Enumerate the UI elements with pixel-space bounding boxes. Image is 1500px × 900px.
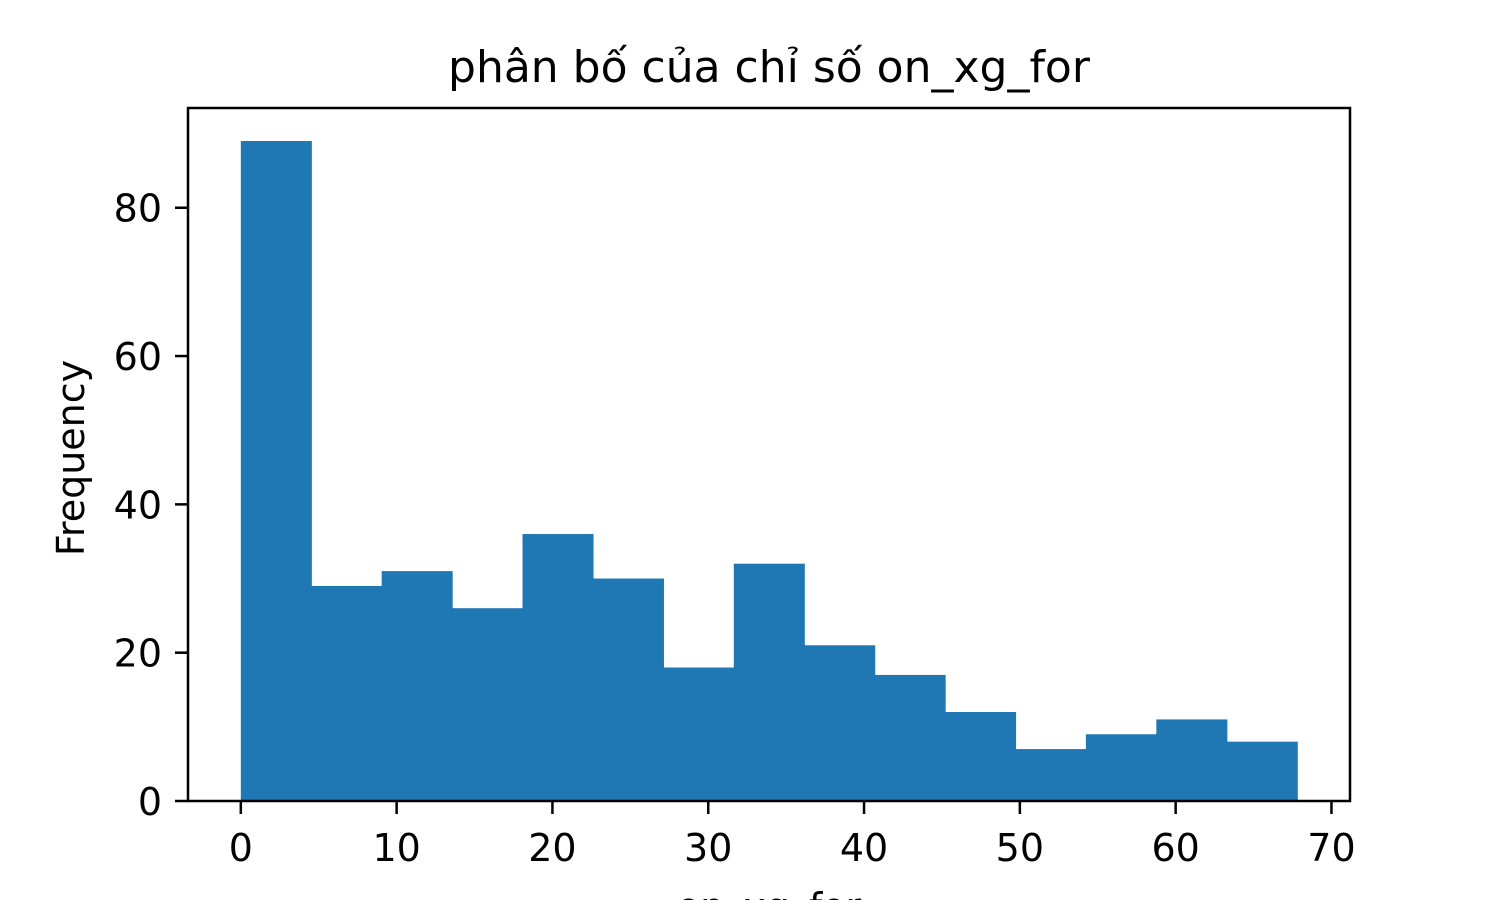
histogram-bar: [240, 141, 312, 801]
histogram-bar: [1156, 719, 1228, 801]
histogram-bar: [381, 571, 453, 801]
y-tick-label: 0: [138, 780, 162, 824]
x-tick-label: 10: [372, 826, 420, 870]
histogram-bar: [452, 608, 524, 801]
x-tick-label: 50: [996, 826, 1044, 870]
chart-title: phân bố của chỉ số on_xg_for: [448, 42, 1091, 93]
histogram-bar: [1015, 749, 1087, 801]
x-tick-label: 60: [1151, 826, 1199, 870]
plot-frame: [186, 106, 1352, 803]
histogram-bar: [804, 645, 876, 801]
y-axis-ticks: 0 20 40 60 80: [114, 187, 188, 824]
x-axis-label: on_xg_for: [677, 885, 862, 900]
x-tick-label: 30: [684, 826, 732, 870]
x-tick-label: 40: [840, 826, 888, 870]
histogram-bar: [874, 674, 946, 801]
x-tick-label: 70: [1307, 826, 1355, 870]
x-axis-ticks: 0 10 20 30 40 50 60 70: [229, 801, 1356, 870]
x-tick-label: 0: [229, 826, 253, 870]
histogram-bar: [1085, 734, 1157, 801]
y-tick-label: 40: [114, 483, 162, 527]
histogram-bar: [311, 585, 383, 801]
histogram-bar: [733, 563, 805, 801]
histogram-bar: [592, 578, 664, 801]
histogram-bar: [522, 534, 594, 801]
x-tick-label: 20: [528, 826, 576, 870]
y-tick-label: 80: [114, 187, 162, 231]
histogram-bar: [1226, 741, 1298, 801]
y-axis-label: Frequency: [49, 360, 93, 556]
bars-group: [240, 141, 1298, 801]
y-tick-label: 20: [114, 632, 162, 676]
histogram-bar: [663, 667, 735, 801]
y-tick-label: 60: [114, 335, 162, 379]
histogram-bar: [945, 712, 1017, 801]
